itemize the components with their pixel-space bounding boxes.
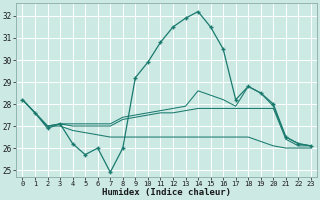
X-axis label: Humidex (Indice chaleur): Humidex (Indice chaleur) bbox=[102, 188, 231, 197]
